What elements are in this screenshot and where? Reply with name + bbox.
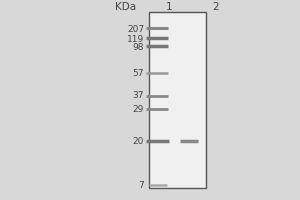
Text: 1: 1 [166, 2, 173, 12]
Text: 29: 29 [133, 104, 144, 114]
Bar [148, 12, 206, 188]
Text: 57: 57 [133, 68, 144, 77]
Text: 119: 119 [127, 36, 144, 45]
Text: 207: 207 [127, 24, 144, 33]
Text: 98: 98 [133, 44, 144, 52]
Text: 37: 37 [133, 92, 144, 100]
Text: 7: 7 [138, 180, 144, 190]
Text: KDa: KDa [116, 2, 136, 12]
Text: 20: 20 [133, 136, 144, 146]
Text: 2: 2 [213, 2, 219, 12]
